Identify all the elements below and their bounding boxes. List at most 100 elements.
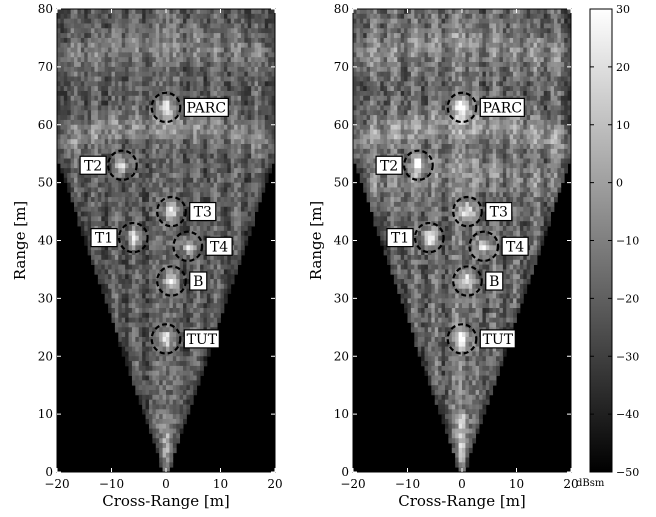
heatmap-cell (172, 447, 177, 454)
heatmap-cell (77, 110, 82, 116)
heatmap-cell (196, 13, 201, 20)
heatmap-cell (506, 52, 511, 58)
heatmap-cell (183, 9, 187, 15)
heatmap-cell (234, 245, 238, 251)
heatmap-cell (114, 317, 119, 323)
heatmap-cell (125, 308, 129, 314)
heatmap-cell (393, 52, 398, 58)
heatmap-cell (91, 139, 95, 145)
heatmap-cell (234, 216, 238, 222)
heatmap-cell (84, 235, 89, 241)
heatmap-cell (370, 13, 374, 20)
heatmap-cell (84, 47, 89, 53)
heatmap-cell (220, 279, 225, 285)
heatmap-cell (193, 18, 198, 24)
heatmap-cell (234, 148, 238, 155)
heatmap-cell (485, 33, 490, 39)
heatmap-cell (254, 115, 259, 121)
heatmap-cell (533, 57, 538, 63)
heatmap-cell (230, 158, 235, 164)
heatmap-cell (176, 428, 181, 434)
heatmap-cell (240, 163, 245, 169)
heatmap-cell (210, 187, 215, 193)
heatmap-cell (114, 163, 119, 169)
heatmap-cell (169, 414, 174, 420)
heatmap-cell (200, 293, 204, 299)
heatmap-cell (87, 192, 92, 198)
heatmap-cell (148, 33, 153, 39)
heatmap-cell (244, 105, 249, 111)
heatmap-cell (162, 18, 167, 24)
heatmap-cell (268, 105, 272, 111)
heatmap-cell (166, 404, 170, 410)
heatmap-cell (166, 23, 170, 29)
heatmap-cell (489, 66, 494, 73)
heatmap-cell (220, 23, 225, 29)
heatmap-cell (118, 341, 123, 347)
heatmap-cell (142, 42, 146, 48)
heatmap-cell (468, 9, 473, 15)
heatmap-cell (101, 221, 106, 227)
heatmap-cell (114, 18, 119, 24)
heatmap-cell (183, 148, 187, 155)
heatmap-cell (230, 95, 235, 102)
heatmap-cell (145, 119, 150, 126)
heatmap-cell (189, 177, 194, 184)
heatmap-cell (135, 385, 140, 391)
heatmap-cell (138, 139, 143, 145)
heatmap-cell (271, 9, 276, 15)
heatmap-cell (407, 42, 412, 48)
heatmap-cell (472, 52, 477, 58)
heatmap-cell (397, 9, 402, 15)
heatmap-cell (193, 23, 198, 29)
heatmap-cell (128, 163, 133, 169)
heatmap-cell (210, 312, 215, 319)
heatmap-cell (118, 23, 123, 29)
heatmap-cell (206, 346, 211, 352)
heatmap-cell (131, 264, 136, 270)
heatmap-cell (230, 172, 235, 179)
heatmap-cell (200, 240, 204, 246)
heatmap-cell (166, 452, 170, 458)
heatmap-cell (254, 124, 259, 130)
heatmap-cell (254, 139, 259, 145)
heatmap-cell (159, 158, 163, 164)
heatmap-cell (63, 23, 68, 29)
heatmap-cell (172, 47, 177, 53)
heatmap-cell (148, 317, 153, 323)
heatmap-cell (179, 399, 184, 405)
heatmap-cell (557, 62, 562, 68)
heatmap-cell (142, 134, 146, 140)
heatmap-cell (94, 76, 99, 82)
heatmap-cell (152, 182, 157, 188)
heatmap-cell (257, 47, 262, 53)
heatmap-cell (176, 390, 181, 396)
heatmap-cell (91, 76, 95, 82)
heatmap-cell (111, 115, 116, 121)
heatmap-cell (210, 115, 215, 121)
heatmap-cell (475, 62, 480, 68)
heatmap-cell (148, 37, 153, 44)
heatmap-cell (244, 100, 249, 106)
heatmap-cell (148, 115, 153, 121)
heatmap-cell (135, 187, 140, 193)
heatmap-cell (189, 28, 194, 34)
annotation-circle (156, 195, 187, 228)
heatmap-cell (193, 28, 198, 34)
heatmap-cell (128, 187, 133, 193)
heatmap-cell (166, 47, 170, 53)
heatmap-cell (159, 250, 163, 256)
heatmap-cell (101, 124, 106, 130)
heatmap-cell (128, 192, 133, 198)
heatmap-cell (74, 13, 78, 20)
heatmap-cell (179, 409, 184, 415)
heatmap-cell (77, 182, 82, 188)
heatmap-cell (506, 62, 511, 68)
heatmap-cell (220, 269, 225, 275)
heatmap-cell (210, 182, 215, 188)
heatmap-cell (169, 327, 174, 333)
heatmap-cell (434, 66, 439, 73)
heatmap-cell (176, 394, 181, 401)
heatmap-cell (63, 37, 68, 44)
heatmap-cell (111, 182, 116, 188)
